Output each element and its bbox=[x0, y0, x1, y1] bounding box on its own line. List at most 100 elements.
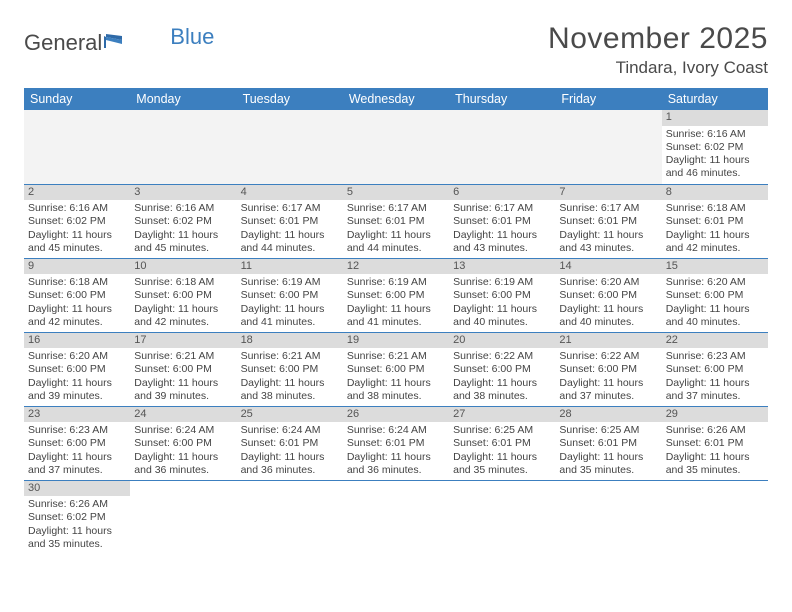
calendar-cell: 17Sunrise: 6:21 AMSunset: 6:00 PMDayligh… bbox=[130, 332, 236, 406]
day-detail-line: Sunrise: 6:16 AM bbox=[28, 202, 126, 215]
day-detail-line: Sunrise: 6:20 AM bbox=[559, 276, 657, 289]
dayname-sun: Sunday bbox=[24, 88, 130, 110]
day-number: 2 bbox=[24, 185, 130, 201]
day-detail-line: Sunrise: 6:24 AM bbox=[347, 424, 445, 437]
day-number: 26 bbox=[343, 407, 449, 423]
day-number: 12 bbox=[343, 259, 449, 275]
calendar-cell: 5Sunrise: 6:17 AMSunset: 6:01 PMDaylight… bbox=[343, 184, 449, 258]
day-detail-line: Daylight: 11 hours bbox=[28, 451, 126, 464]
calendar-cell bbox=[130, 480, 236, 554]
day-number: 24 bbox=[130, 407, 236, 423]
day-details: Sunrise: 6:26 AMSunset: 6:01 PMDaylight:… bbox=[662, 422, 768, 479]
calendar-cell: 26Sunrise: 6:24 AMSunset: 6:01 PMDayligh… bbox=[343, 406, 449, 480]
day-detail-line: Daylight: 11 hours bbox=[453, 377, 551, 390]
day-details: Sunrise: 6:19 AMSunset: 6:00 PMDaylight:… bbox=[343, 274, 449, 331]
calendar-cell: 10Sunrise: 6:18 AMSunset: 6:00 PMDayligh… bbox=[130, 258, 236, 332]
day-detail-line: Sunrise: 6:16 AM bbox=[666, 128, 764, 141]
day-number: 27 bbox=[449, 407, 555, 423]
day-detail-line: Sunrise: 6:21 AM bbox=[241, 350, 339, 363]
day-details: Sunrise: 6:19 AMSunset: 6:00 PMDaylight:… bbox=[237, 274, 343, 331]
day-detail-line: Sunrise: 6:17 AM bbox=[347, 202, 445, 215]
day-detail-line: Daylight: 11 hours bbox=[134, 451, 232, 464]
day-detail-line: Sunset: 6:01 PM bbox=[559, 215, 657, 228]
day-detail-line: and 42 minutes. bbox=[666, 242, 764, 255]
day-detail-line: Sunset: 6:02 PM bbox=[666, 141, 764, 154]
calendar-cell: 23Sunrise: 6:23 AMSunset: 6:00 PMDayligh… bbox=[24, 406, 130, 480]
day-detail-line: Daylight: 11 hours bbox=[559, 229, 657, 242]
day-detail-line: Daylight: 11 hours bbox=[559, 451, 657, 464]
day-detail-line: Sunset: 6:00 PM bbox=[347, 289, 445, 302]
flag-icon bbox=[104, 30, 126, 56]
day-details: Sunrise: 6:26 AMSunset: 6:02 PMDaylight:… bbox=[24, 496, 130, 553]
day-detail-line: Sunset: 6:01 PM bbox=[559, 437, 657, 450]
day-number: 25 bbox=[237, 407, 343, 423]
calendar-row: 2Sunrise: 6:16 AMSunset: 6:02 PMDaylight… bbox=[24, 184, 768, 258]
calendar-body: 1Sunrise: 6:16 AMSunset: 6:02 PMDaylight… bbox=[24, 110, 768, 554]
day-detail-line: Daylight: 11 hours bbox=[666, 303, 764, 316]
day-number: 10 bbox=[130, 259, 236, 275]
day-details: Sunrise: 6:20 AMSunset: 6:00 PMDaylight:… bbox=[662, 274, 768, 331]
calendar-cell: 18Sunrise: 6:21 AMSunset: 6:00 PMDayligh… bbox=[237, 332, 343, 406]
day-detail-line: and 45 minutes. bbox=[28, 242, 126, 255]
day-detail-line: Sunset: 6:01 PM bbox=[666, 437, 764, 450]
day-detail-line: Sunrise: 6:21 AM bbox=[347, 350, 445, 363]
day-detail-line: and 35 minutes. bbox=[453, 464, 551, 477]
calendar-cell bbox=[24, 110, 130, 184]
calendar-row: 9Sunrise: 6:18 AMSunset: 6:00 PMDaylight… bbox=[24, 258, 768, 332]
day-detail-line: Sunrise: 6:22 AM bbox=[453, 350, 551, 363]
day-details: Sunrise: 6:23 AMSunset: 6:00 PMDaylight:… bbox=[662, 348, 768, 405]
day-detail-line: Daylight: 11 hours bbox=[453, 229, 551, 242]
day-number: 19 bbox=[343, 333, 449, 349]
dayname-wed: Wednesday bbox=[343, 88, 449, 110]
day-number: 8 bbox=[662, 185, 768, 201]
calendar-cell: 14Sunrise: 6:20 AMSunset: 6:00 PMDayligh… bbox=[555, 258, 661, 332]
day-detail-line: Daylight: 11 hours bbox=[347, 451, 445, 464]
dayname-thu: Thursday bbox=[449, 88, 555, 110]
day-number: 1 bbox=[662, 110, 768, 126]
day-detail-line: Daylight: 11 hours bbox=[666, 154, 764, 167]
page-header: GeneralBlue November 2025 Tindara, Ivory… bbox=[24, 22, 768, 78]
day-detail-line: Sunrise: 6:18 AM bbox=[28, 276, 126, 289]
day-details: Sunrise: 6:25 AMSunset: 6:01 PMDaylight:… bbox=[555, 422, 661, 479]
calendar-cell: 9Sunrise: 6:18 AMSunset: 6:00 PMDaylight… bbox=[24, 258, 130, 332]
day-number: 28 bbox=[555, 407, 661, 423]
calendar-cell bbox=[237, 480, 343, 554]
day-details: Sunrise: 6:18 AMSunset: 6:00 PMDaylight:… bbox=[130, 274, 236, 331]
day-detail-line: and 36 minutes. bbox=[241, 464, 339, 477]
day-detail-line: Daylight: 11 hours bbox=[347, 229, 445, 242]
calendar-cell: 1 Sunrise: 6:16 AMSunset: 6:02 PMDaylight… bbox=[662, 110, 768, 184]
day-detail-line: Sunrise: 6:17 AM bbox=[453, 202, 551, 215]
day-detail-line: Sunrise: 6:20 AM bbox=[666, 276, 764, 289]
day-detail-line: and 37 minutes. bbox=[28, 464, 126, 477]
calendar-row: 16Sunrise: 6:20 AMSunset: 6:00 PMDayligh… bbox=[24, 332, 768, 406]
day-details: Sunrise: 6:24 AMSunset: 6:00 PMDaylight:… bbox=[130, 422, 236, 479]
day-detail-line: Sunset: 6:01 PM bbox=[347, 437, 445, 450]
dayname-sat: Saturday bbox=[662, 88, 768, 110]
calendar-cell: 2Sunrise: 6:16 AMSunset: 6:02 PMDaylight… bbox=[24, 184, 130, 258]
day-detail-line: Daylight: 11 hours bbox=[241, 377, 339, 390]
day-number: 30 bbox=[24, 481, 130, 497]
day-detail-line: Sunset: 6:01 PM bbox=[453, 437, 551, 450]
calendar-cell: 8Sunrise: 6:18 AMSunset: 6:01 PMDaylight… bbox=[662, 184, 768, 258]
day-detail-line: Daylight: 11 hours bbox=[453, 303, 551, 316]
day-detail-line: Sunrise: 6:25 AM bbox=[453, 424, 551, 437]
day-detail-line: and 40 minutes. bbox=[559, 316, 657, 329]
logo: GeneralBlue bbox=[24, 22, 214, 56]
calendar-cell: 22Sunrise: 6:23 AMSunset: 6:00 PMDayligh… bbox=[662, 332, 768, 406]
day-number: 14 bbox=[555, 259, 661, 275]
day-detail-line: and 46 minutes. bbox=[666, 167, 764, 180]
day-detail-line: Sunset: 6:00 PM bbox=[241, 363, 339, 376]
calendar-cell: 20Sunrise: 6:22 AMSunset: 6:00 PMDayligh… bbox=[449, 332, 555, 406]
day-details: Sunrise: 6:16 AMSunset: 6:02 PMDaylight:… bbox=[24, 200, 130, 257]
day-detail-line: Sunrise: 6:18 AM bbox=[134, 276, 232, 289]
calendar-cell: 13Sunrise: 6:19 AMSunset: 6:00 PMDayligh… bbox=[449, 258, 555, 332]
day-detail-line: Sunset: 6:00 PM bbox=[453, 289, 551, 302]
dayname-tue: Tuesday bbox=[237, 88, 343, 110]
day-details: Sunrise: 6:17 AMSunset: 6:01 PMDaylight:… bbox=[343, 200, 449, 257]
day-detail-line: and 37 minutes. bbox=[666, 390, 764, 403]
day-number: 5 bbox=[343, 185, 449, 201]
day-detail-line: Sunrise: 6:24 AM bbox=[134, 424, 232, 437]
day-detail-line: and 39 minutes. bbox=[28, 390, 126, 403]
day-detail-line: Sunrise: 6:24 AM bbox=[241, 424, 339, 437]
day-detail-line: and 42 minutes. bbox=[28, 316, 126, 329]
